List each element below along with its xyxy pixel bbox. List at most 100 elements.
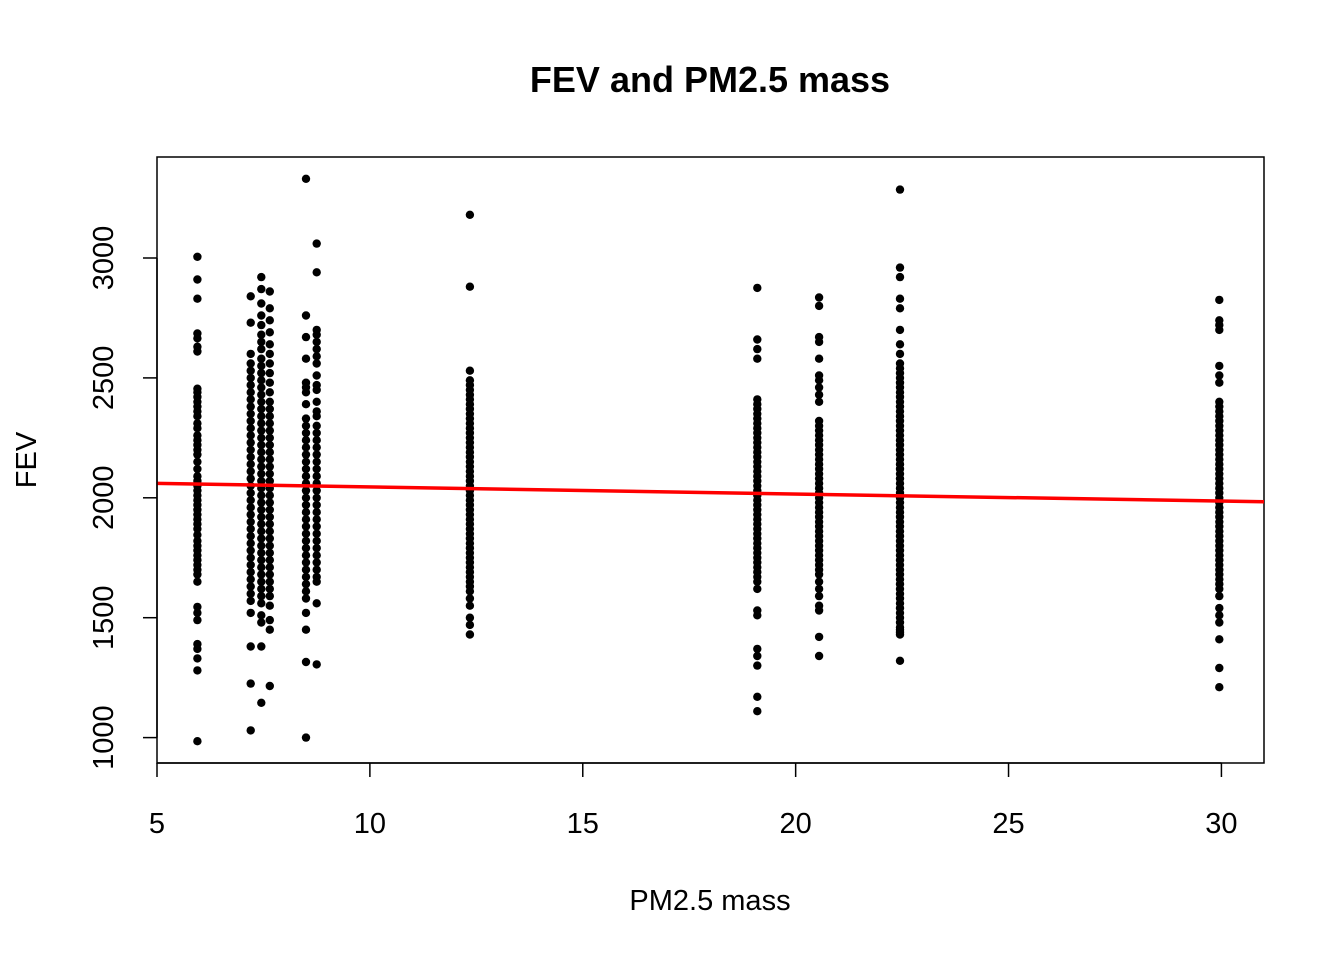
- data-point: [193, 666, 202, 675]
- data-point: [257, 563, 266, 572]
- data-point: [814, 337, 824, 347]
- data-point: [265, 541, 274, 550]
- data-point: [246, 560, 255, 570]
- plot-frame: [156, 156, 1265, 764]
- data-point: [257, 368, 266, 378]
- data-point: [301, 608, 311, 618]
- data-point: [753, 354, 762, 363]
- data-point: [465, 366, 475, 375]
- data-point: [265, 512, 274, 522]
- data-point: [246, 539, 255, 548]
- data-point: [312, 599, 321, 608]
- data-point: [814, 383, 824, 392]
- data-point: [814, 301, 824, 311]
- data-point: [814, 397, 824, 406]
- data-point: [257, 404, 266, 414]
- data-point: [246, 402, 255, 411]
- data-point: [312, 464, 321, 474]
- data-point: [193, 654, 202, 663]
- data-point: [257, 426, 266, 435]
- data-point: [246, 424, 255, 433]
- data-point: [814, 651, 824, 661]
- data-point: [265, 548, 274, 558]
- data-point: [301, 733, 311, 742]
- data-point: [257, 376, 266, 385]
- data-point: [465, 620, 475, 630]
- data-point: [265, 505, 274, 514]
- data-point: [193, 464, 202, 474]
- data-point: [257, 433, 266, 442]
- data-point: [301, 400, 311, 409]
- data-point: [265, 491, 274, 500]
- y-axis: 1000 1500 2000 2500 3000: [88, 226, 158, 770]
- data-point: [895, 263, 905, 272]
- data-point: [257, 419, 266, 428]
- data-point: [246, 524, 255, 534]
- data-point: [301, 457, 311, 466]
- data-point: [301, 472, 311, 481]
- data-point: [246, 589, 255, 598]
- data-point: [257, 361, 266, 371]
- data-point: [193, 252, 202, 261]
- data-point: [265, 388, 274, 397]
- data-point: [265, 368, 274, 378]
- data-point: [301, 515, 311, 524]
- data-point: [265, 577, 274, 586]
- data-point: [246, 460, 255, 469]
- data-point: [193, 334, 202, 343]
- data-point: [312, 344, 321, 354]
- data-point: [246, 567, 255, 577]
- x-tick-label: 30: [1205, 808, 1237, 840]
- data-point: [265, 316, 274, 325]
- data-point: [193, 457, 202, 466]
- data-point: [193, 570, 202, 579]
- x-tick-label: 20: [780, 808, 812, 840]
- data-point: [265, 563, 274, 572]
- data-point: [265, 433, 274, 442]
- data-point: [301, 572, 311, 582]
- data-point: [753, 692, 762, 701]
- data-point: [753, 577, 762, 586]
- data-point: [246, 488, 255, 498]
- data-point: [312, 660, 321, 669]
- data-point: [193, 615, 202, 625]
- data-point: [265, 397, 274, 406]
- data-point: [465, 601, 475, 610]
- data-point: [265, 328, 274, 337]
- data-point: [301, 464, 311, 474]
- data-point: [301, 354, 311, 363]
- data-point: [312, 558, 321, 567]
- data-point: [257, 397, 266, 406]
- data-point: [246, 596, 255, 606]
- data-point: [246, 416, 255, 426]
- data-point: [193, 347, 202, 356]
- data-point: [265, 681, 274, 691]
- data-point: [312, 385, 321, 395]
- data-point: [246, 409, 255, 418]
- data-point: [265, 462, 274, 471]
- data-point: [265, 555, 274, 565]
- data-point: [1215, 603, 1224, 613]
- data-point: [753, 651, 762, 661]
- data-point: [257, 555, 266, 565]
- data-point: [301, 493, 311, 502]
- data-point: [257, 476, 266, 486]
- data-point: [312, 515, 321, 524]
- data-point: [257, 469, 266, 478]
- data-point: [265, 426, 274, 435]
- data-point: [257, 284, 266, 294]
- data-point: [246, 575, 255, 584]
- data-point: [265, 419, 274, 428]
- data-point: [257, 512, 266, 522]
- data-point: [301, 421, 311, 430]
- data-point: [312, 443, 321, 452]
- y-tick-label: 2000: [88, 466, 120, 531]
- data-point: [257, 577, 266, 586]
- data-point: [265, 476, 274, 486]
- data-point: [814, 354, 824, 363]
- data-points: [193, 174, 1224, 746]
- data-point: [265, 404, 274, 414]
- data-point: [301, 625, 311, 634]
- data-point: [257, 599, 266, 608]
- data-point: [257, 311, 266, 320]
